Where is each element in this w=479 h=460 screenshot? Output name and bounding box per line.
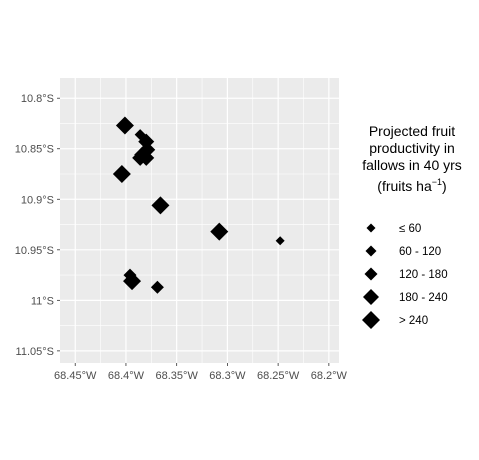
legend-key xyxy=(365,245,377,257)
y-tick-label: 11.05°S xyxy=(16,346,54,358)
y-tick-label: 11°S xyxy=(31,295,54,307)
y-tick-label: 10.95°S xyxy=(15,245,54,257)
x-tick-label: 68.4°W xyxy=(108,370,145,382)
data-point xyxy=(275,236,285,246)
y-axis: 10.8°S 10.85°S 10.9°S 10.95°S 11°S 11.05°S xyxy=(15,93,60,358)
data-point xyxy=(151,196,170,215)
legend-entries: ≤ 60 60 - 120 120 - 180 180 - 240 > 240 xyxy=(362,223,448,329)
legend-unit-sup: −1 xyxy=(432,177,442,187)
legend-label: > 240 xyxy=(399,315,428,327)
legend-title-line-1: Projected fruit xyxy=(369,123,455,139)
legend-key xyxy=(363,289,379,305)
data-point xyxy=(115,116,134,135)
legend-key xyxy=(362,311,380,329)
x-tick-label: 68.45°W xyxy=(54,370,97,382)
legend-label: 180 - 240 xyxy=(399,292,448,304)
legend-label: 120 - 180 xyxy=(399,269,448,281)
data-point xyxy=(112,165,131,184)
data-points xyxy=(112,116,285,294)
x-tick-label: 68.3°W xyxy=(209,370,246,382)
data-point xyxy=(132,149,149,166)
legend-label: ≤ 60 xyxy=(399,223,421,235)
legend-title-line-2: productivity in xyxy=(369,140,455,156)
legend-title-line-3: fallows in 40 yrs xyxy=(362,157,462,173)
x-tick-label: 68.25°W xyxy=(257,370,300,382)
data-point xyxy=(150,280,164,294)
x-tick-label: 68.35°W xyxy=(156,370,199,382)
legend-unit-base: (fruits ha xyxy=(377,178,432,194)
plot-panel xyxy=(60,78,339,363)
legend-key xyxy=(366,223,376,233)
y-tick-label: 10.8°S xyxy=(21,93,54,105)
x-axis: 68.45°W 68.4°W 68.35°W 68.3°W 68.25°W 68.2°W xyxy=(54,363,348,382)
legend: Projected fruit productivity in fallows … xyxy=(362,123,462,329)
legend-unit-end: ) xyxy=(442,178,447,194)
x-tick-label: 68.2°W xyxy=(311,370,348,382)
data-point xyxy=(210,222,229,241)
legend-key xyxy=(364,267,378,281)
data-point xyxy=(123,272,142,291)
y-tick-label: 10.85°S xyxy=(15,144,54,156)
legend-label: 60 - 120 xyxy=(399,246,441,258)
y-tick-label: 10.9°S xyxy=(21,194,54,206)
legend-title-unit: (fruits ha−1) xyxy=(377,177,446,194)
